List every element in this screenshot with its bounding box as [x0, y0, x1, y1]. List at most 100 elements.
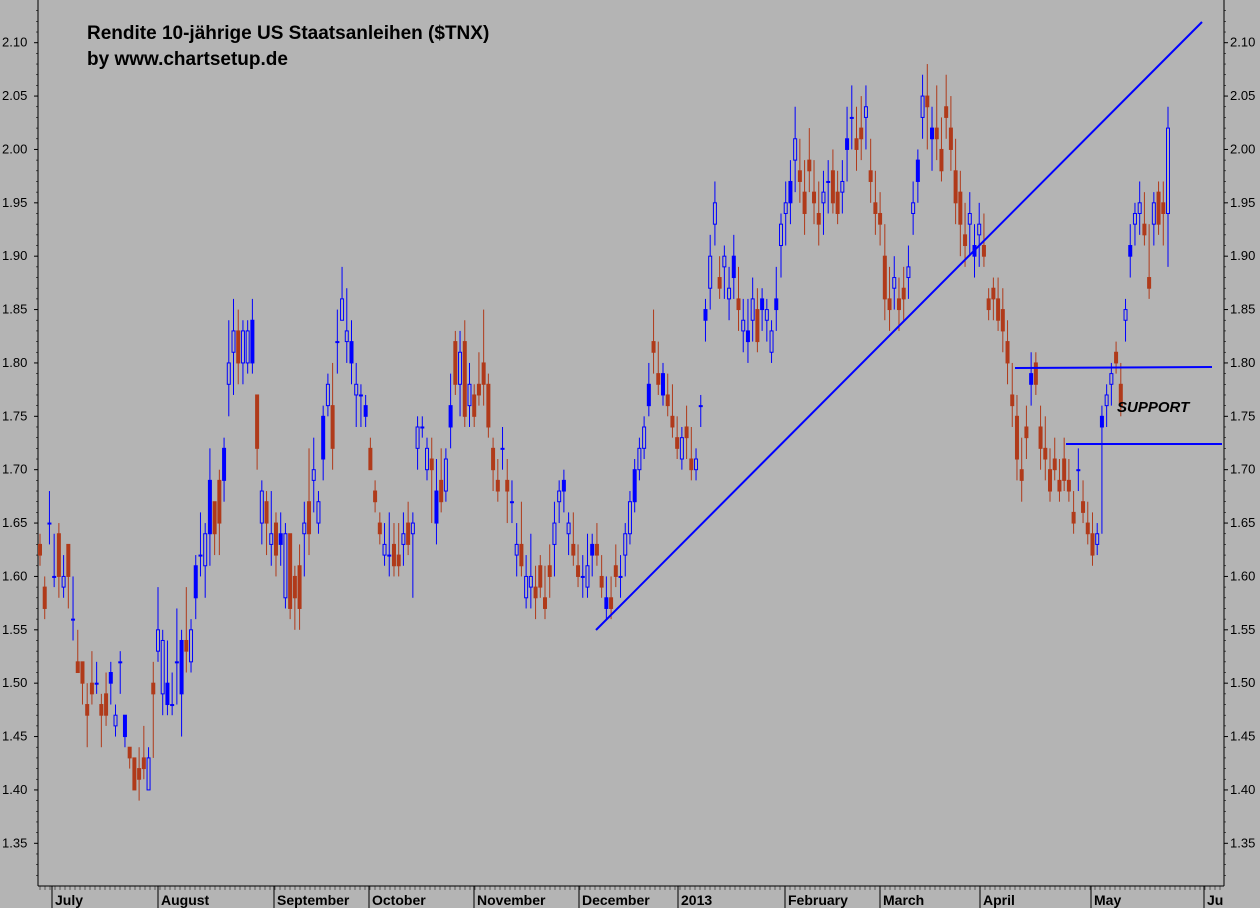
candle — [1048, 448, 1053, 502]
candle-body — [717, 277, 722, 289]
candle-body — [259, 490, 264, 524]
candle-body — [642, 426, 647, 449]
candle — [1066, 459, 1071, 502]
y-tick-label-left: 1.90 — [2, 248, 27, 263]
candle-body — [802, 191, 807, 214]
overlay-lines — [595, 21, 1222, 631]
candle-body — [821, 191, 826, 204]
candle-body — [52, 575, 57, 578]
candle-body — [255, 394, 260, 449]
candle — [207, 448, 212, 566]
candle — [255, 394, 260, 470]
candle — [113, 704, 118, 737]
candle-body — [462, 341, 467, 417]
candle — [755, 288, 760, 353]
candle-body — [118, 661, 123, 664]
candle — [731, 234, 736, 299]
candle — [760, 288, 765, 331]
candle-body — [948, 127, 953, 150]
candle — [590, 533, 595, 577]
candle — [750, 277, 755, 342]
candle — [778, 213, 783, 278]
candle-body — [42, 586, 47, 609]
candle — [273, 512, 278, 577]
candle-body — [519, 543, 524, 567]
y-tick-label-right: 2.05 — [1230, 88, 1255, 103]
x-month-label: October — [372, 892, 426, 908]
candle-body — [684, 426, 689, 439]
candle — [863, 85, 868, 150]
candle — [812, 160, 817, 225]
candle-body — [226, 362, 231, 385]
candle-body — [783, 202, 788, 214]
candle-body — [212, 501, 217, 535]
candle-body — [934, 127, 939, 140]
candle-body — [778, 223, 783, 247]
candle-body — [892, 277, 897, 289]
candle — [1057, 459, 1062, 502]
candle — [745, 298, 750, 363]
candle — [967, 192, 972, 257]
candle — [132, 757, 137, 791]
candle — [934, 85, 939, 161]
candle-body — [443, 458, 448, 492]
candle-body — [165, 682, 170, 706]
y-axis: 1.35 1.35 1.40 1.40 1.45 1.45 1.50 1.50 1.55 1.55… — [2, 10, 1255, 876]
candle-body — [184, 639, 189, 652]
candle — [915, 149, 920, 203]
candle-body — [56, 533, 61, 577]
candle — [429, 437, 434, 524]
candle-body — [651, 341, 656, 353]
y-tick-label-left: 1.50 — [2, 675, 27, 690]
candle — [189, 619, 194, 673]
candle-body — [415, 426, 420, 449]
candle-body — [1128, 245, 1133, 257]
y-tick-label-left: 1.40 — [2, 782, 27, 797]
candle — [387, 512, 392, 577]
candle — [835, 170, 840, 225]
candle-body — [155, 629, 160, 652]
candle-body — [981, 245, 986, 257]
candle-body — [1132, 212, 1137, 225]
candle — [217, 469, 222, 556]
x-month-label: December — [582, 892, 650, 908]
candle — [939, 117, 944, 182]
candle — [302, 501, 307, 577]
candle — [118, 651, 123, 694]
candle — [925, 64, 930, 150]
candle — [283, 523, 288, 609]
candle — [330, 362, 335, 470]
candle-body — [1147, 277, 1152, 289]
candle-body — [349, 341, 354, 364]
candle-body — [1029, 373, 1034, 385]
candle — [1062, 437, 1067, 492]
candle — [1166, 106, 1170, 267]
candle-body — [840, 180, 845, 193]
candle-body — [873, 202, 878, 214]
candle-body — [859, 127, 864, 140]
candle-body — [925, 95, 930, 108]
candle — [977, 202, 982, 267]
candle — [425, 437, 430, 481]
candle — [538, 555, 543, 598]
y-tick-label-left: 1.35 — [2, 835, 27, 850]
candle — [741, 298, 746, 353]
candle-body — [344, 330, 349, 343]
candle-body — [552, 522, 557, 545]
candle — [764, 298, 769, 342]
candle-body — [104, 693, 109, 716]
candle-body — [203, 533, 208, 567]
candle-body — [382, 543, 387, 556]
candle-body — [448, 405, 453, 428]
candle-body — [476, 383, 481, 396]
candle-body — [236, 330, 241, 364]
candle — [52, 533, 57, 588]
candle-body — [991, 287, 996, 300]
candle-body — [788, 180, 793, 204]
x-month-label: March — [883, 892, 924, 908]
candle-body — [1066, 479, 1071, 492]
candle-body — [514, 543, 519, 556]
candle-body — [311, 469, 316, 481]
candle-body — [1000, 309, 1005, 332]
